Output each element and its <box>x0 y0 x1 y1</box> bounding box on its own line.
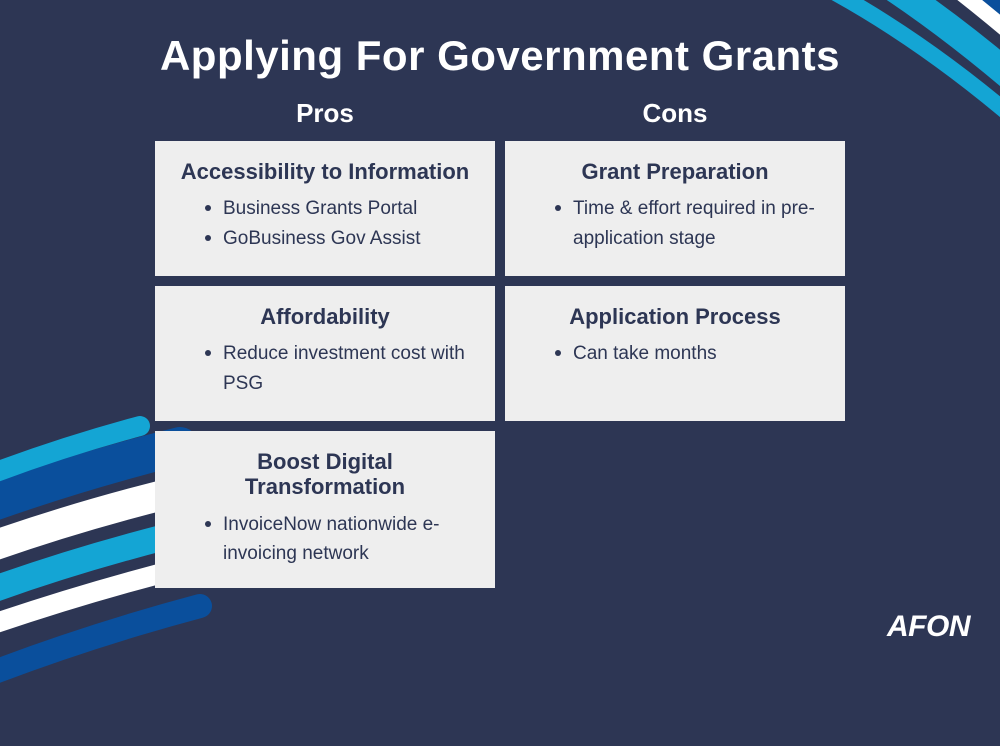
pros-card-affordability: Affordability Reduce investment cost wit… <box>155 286 495 421</box>
pros-column: Pros Accessibility to Information Busine… <box>155 90 495 598</box>
bullet-item: InvoiceNow nationwide e-invoicing networ… <box>205 510 473 569</box>
card-bullets: Business Grants Portal GoBusiness Gov As… <box>177 194 473 253</box>
pros-header: Pros <box>155 90 495 141</box>
card-title: Accessibility to Information <box>177 159 473 184</box>
cons-card-preparation: Grant Preparation Time & effort required… <box>505 141 845 276</box>
content-grid: Pros Accessibility to Information Busine… <box>155 90 845 598</box>
page-title: Applying For Government Grants <box>0 32 1000 80</box>
card-bullets: Time & effort required in pre-applicatio… <box>527 194 823 253</box>
brand-logo: AFON <box>887 610 970 644</box>
cons-card-process: Application Process Can take months <box>505 286 845 421</box>
bullet-item: Can take months <box>555 339 823 368</box>
card-title: Grant Preparation <box>527 159 823 184</box>
cons-column: Cons Grant Preparation Time & effort req… <box>505 90 845 598</box>
bullet-item: GoBusiness Gov Assist <box>205 224 473 253</box>
pros-card-accessibility: Accessibility to Information Business Gr… <box>155 141 495 276</box>
card-title: Boost Digital Transformation <box>177 449 473 500</box>
bullet-item: Business Grants Portal <box>205 194 473 223</box>
card-title: Affordability <box>177 304 473 329</box>
bullet-item: Time & effort required in pre-applicatio… <box>555 194 823 253</box>
card-title: Application Process <box>527 304 823 329</box>
card-bullets: Reduce investment cost with PSG <box>177 339 473 398</box>
pros-card-digital: Boost Digital Transformation InvoiceNow … <box>155 431 495 588</box>
card-bullets: Can take months <box>527 339 823 368</box>
cons-header: Cons <box>505 90 845 141</box>
card-bullets: InvoiceNow nationwide e-invoicing networ… <box>177 510 473 569</box>
bullet-item: Reduce investment cost with PSG <box>205 339 473 398</box>
